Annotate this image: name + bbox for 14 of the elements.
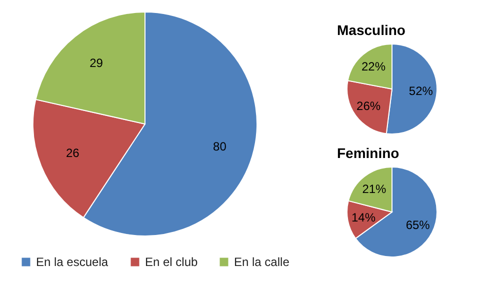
data-label: 80 <box>213 139 227 154</box>
data-label: 22% <box>362 60 386 74</box>
legend-label: En la calle <box>234 255 290 269</box>
data-label: 29 <box>90 56 104 70</box>
data-label: 26% <box>356 99 381 114</box>
legend-label: En el club <box>145 255 198 269</box>
data-label: 52% <box>408 84 434 98</box>
data-label: 14% <box>352 210 376 224</box>
data-label: 26 <box>66 146 80 160</box>
chart-title: Masculino <box>337 22 406 38</box>
data-label: 21% <box>362 182 387 196</box>
legend-label: En la escuela <box>36 255 108 269</box>
data-label: 65% <box>406 218 430 232</box>
chart-title: Feminino <box>337 145 400 161</box>
